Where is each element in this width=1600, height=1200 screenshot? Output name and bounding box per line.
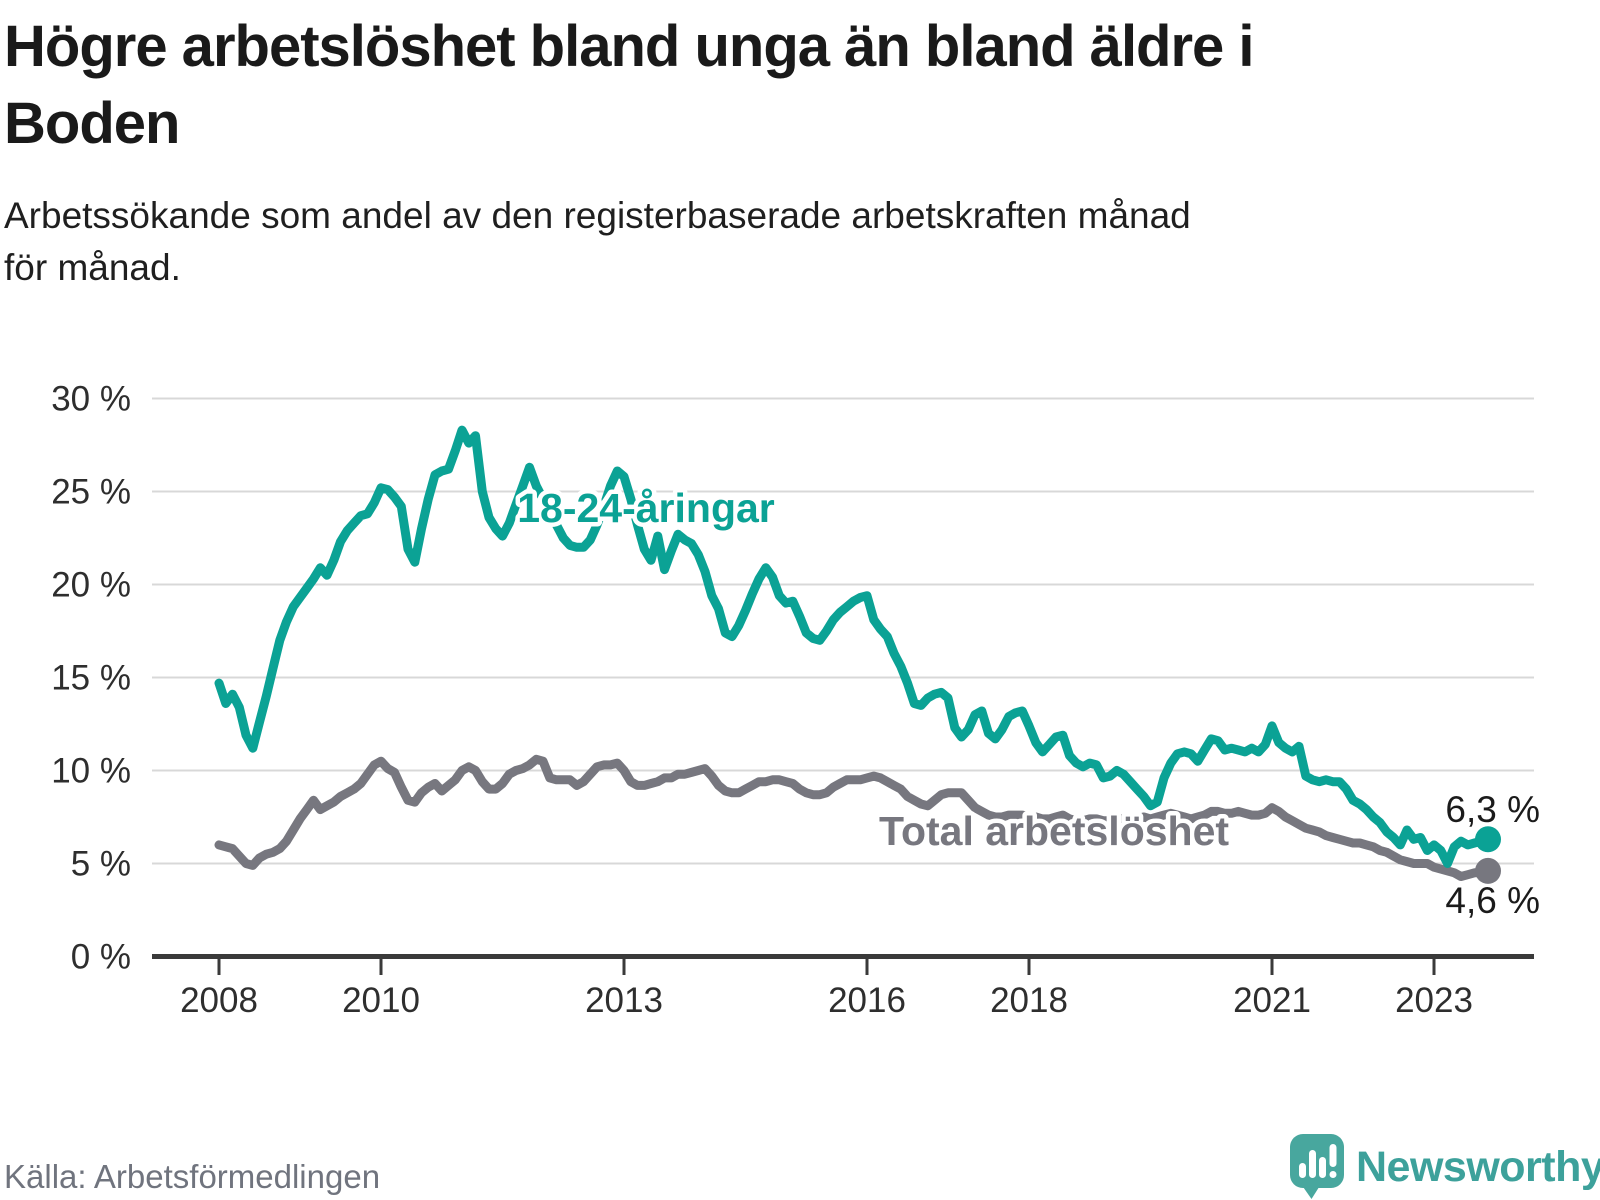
newsworthy-logo-text: Newsworthy	[1356, 1143, 1600, 1191]
y-axis-label: 0 %	[71, 938, 131, 977]
x-axis-ticks	[217, 959, 1436, 975]
exclamation-icon-dot	[1329, 1171, 1337, 1178]
chart-subtitle-line1: Arbetssökande som andel av den registerb…	[4, 195, 1191, 236]
gridlines	[152, 397, 1534, 865]
youth-series-label: 18-24-åringar	[517, 485, 775, 531]
source-attribution: Källa: Arbetsförmedlingen	[4, 1158, 380, 1195]
x-axis-label: 2010	[342, 981, 420, 1020]
chart-title-line2: Boden	[4, 91, 180, 157]
total-end-dot	[1475, 857, 1501, 884]
y-axis-label: 30 %	[51, 380, 131, 419]
bar-icon-tall	[1309, 1150, 1316, 1178]
speech-bubble-tail	[1301, 1184, 1321, 1199]
youth-end-dot	[1475, 826, 1501, 853]
x-axis-label: 2016	[828, 981, 906, 1020]
x-axis-labels: 2008 2010 2013 2016 2018 2021 2023	[180, 981, 1473, 1020]
x-axis-label: 2023	[1395, 981, 1473, 1020]
newsworthy-logo: Newsworthy	[1290, 1134, 1600, 1199]
y-axis-labels: 0 % 5 % 10 % 15 % 20 % 25 % 30 %	[51, 380, 131, 977]
y-axis-label: 20 %	[51, 566, 131, 605]
x-axis-label: 2013	[585, 981, 663, 1020]
chart-subtitle-line2: för månad.	[4, 246, 181, 288]
youth-unemployment-line	[214, 425, 1493, 868]
exclamation-icon-stem	[1329, 1144, 1337, 1167]
chart-title: Högre arbetslöshet bland unga än bland ä…	[4, 8, 1574, 162]
x-axis-label: 2021	[1233, 981, 1311, 1020]
total-unemployment-line	[214, 754, 1493, 881]
x-axis-label: 2018	[990, 981, 1068, 1020]
newsworthy-logo-icon	[1290, 1134, 1344, 1199]
y-axis-label: 25 %	[51, 473, 131, 512]
chart-title-line1: Högre arbetslöshet bland unga än bland ä…	[4, 14, 1255, 79]
total-end-value-annotation: 4,6 %	[1445, 880, 1540, 921]
y-axis-label: 15 %	[51, 659, 131, 698]
bar-icon-medium	[1319, 1157, 1326, 1178]
bar-icon-short	[1299, 1163, 1306, 1178]
total-series-label: Total arbetslöshet	[879, 808, 1229, 854]
chart-subtitle: Arbetssökande som andel av den registerb…	[4, 190, 1574, 294]
y-axis-label: 5 %	[71, 845, 131, 884]
x-axis-label: 2008	[180, 981, 258, 1020]
y-axis-label: 10 %	[51, 752, 131, 791]
youth-end-value-annotation: 6,3 %	[1445, 789, 1540, 830]
